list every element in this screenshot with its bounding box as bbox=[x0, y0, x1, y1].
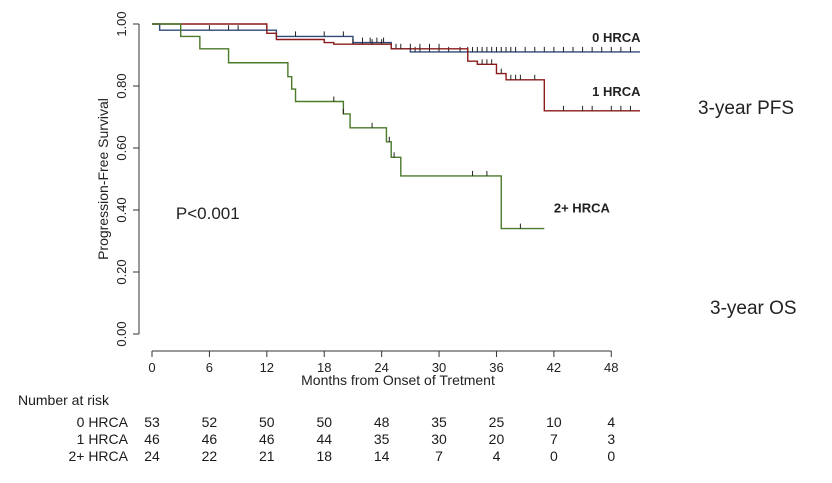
risk-cell: 35 bbox=[373, 431, 390, 447]
x-tick-label: 0 bbox=[148, 360, 155, 375]
risk-cell: 10 bbox=[546, 414, 562, 430]
pfs-side-label: 3-year PFS bbox=[698, 98, 795, 119]
risk-cell: 48 bbox=[373, 414, 390, 430]
risk-cell: 35 bbox=[431, 414, 447, 430]
risk-cell: 21 bbox=[259, 448, 275, 464]
x-tick-label: 12 bbox=[260, 360, 274, 375]
x-tick-label: 6 bbox=[206, 360, 213, 375]
risk-row-label: 2+ HRCA bbox=[68, 448, 128, 464]
series-labels: 0 HRCA 1 HRCA 2+ HRCA bbox=[554, 30, 641, 215]
series-label: 2+ HRCA bbox=[554, 200, 611, 215]
number-at-risk-table: Number at risk 0 HRCA 53 52 50 50 48 35 25 10 4 1 … bbox=[0, 392, 832, 472]
risk-cell: 0 bbox=[549, 448, 558, 464]
risk-cell: 14 bbox=[373, 448, 390, 464]
x-tick-label: 24 bbox=[374, 360, 388, 375]
risk-cell: 0 bbox=[607, 448, 616, 464]
y-tick-label: 0.00 bbox=[114, 321, 129, 346]
risk-cell: 7 bbox=[435, 448, 443, 464]
risk-cell: 25 bbox=[488, 414, 505, 430]
risk-cell: 22 bbox=[201, 448, 218, 464]
risk-cell: 50 bbox=[316, 414, 333, 430]
axes: 0.00 0.20 0.40 0.60 0.80 1.00 Progression-Free… bbox=[95, 11, 619, 388]
risk-cell: 4 bbox=[492, 448, 501, 464]
risk-row-label: 1 HRCA bbox=[76, 431, 128, 447]
risk-cell: 52 bbox=[201, 414, 218, 430]
risk-cell: 18 bbox=[316, 448, 333, 464]
y-tick-label: 0.20 bbox=[114, 259, 129, 284]
x-tick-label: 18 bbox=[317, 360, 331, 375]
p-value-annotation: P<0.001 bbox=[175, 203, 240, 223]
km-survival-chart: 0.00 0.20 0.40 0.60 0.80 1.00 Progression-Free… bbox=[95, 11, 641, 388]
risk-row-label: 0 HRCA bbox=[76, 414, 128, 430]
survival-curve-line bbox=[152, 23, 640, 112]
x-tick-label: 36 bbox=[489, 360, 503, 375]
survival-curve-line bbox=[152, 23, 545, 230]
risk-cell: 46 bbox=[144, 431, 160, 447]
risk-cell: 3 bbox=[607, 431, 616, 447]
y-tick-label: 1.00 bbox=[114, 11, 129, 36]
risk-cell: 30 bbox=[431, 431, 447, 447]
y-tick-label: 0.40 bbox=[114, 197, 129, 222]
y-tick-label: 0.80 bbox=[114, 73, 129, 98]
risk-cell: 46 bbox=[201, 431, 218, 447]
x-tick-label: 48 bbox=[604, 360, 618, 375]
os-side-label: 3-year OS bbox=[710, 298, 797, 319]
x-axis-title: Months from Onset of Tretment bbox=[301, 372, 495, 388]
risk-cell: 44 bbox=[316, 431, 333, 447]
risk-cell: 53 bbox=[144, 414, 160, 430]
survival-curves bbox=[152, 23, 640, 230]
risk-cell: 50 bbox=[259, 414, 275, 430]
risk-cell: 20 bbox=[488, 431, 505, 447]
y-axis-title: Progression-Free Survival bbox=[95, 98, 111, 260]
x-tick-label: 42 bbox=[547, 360, 561, 375]
y-tick-label: 0.60 bbox=[114, 135, 129, 160]
risk-cell: 4 bbox=[607, 414, 616, 430]
series-label: 0 HRCA bbox=[592, 30, 641, 45]
series-label: 1 HRCA bbox=[592, 84, 641, 99]
risk-cell: 24 bbox=[144, 448, 160, 464]
risk-cell: 7 bbox=[549, 431, 558, 447]
risk-cell: 46 bbox=[259, 431, 275, 447]
risk-table-title: Number at risk bbox=[18, 392, 110, 408]
x-tick-label: 30 bbox=[432, 360, 446, 375]
